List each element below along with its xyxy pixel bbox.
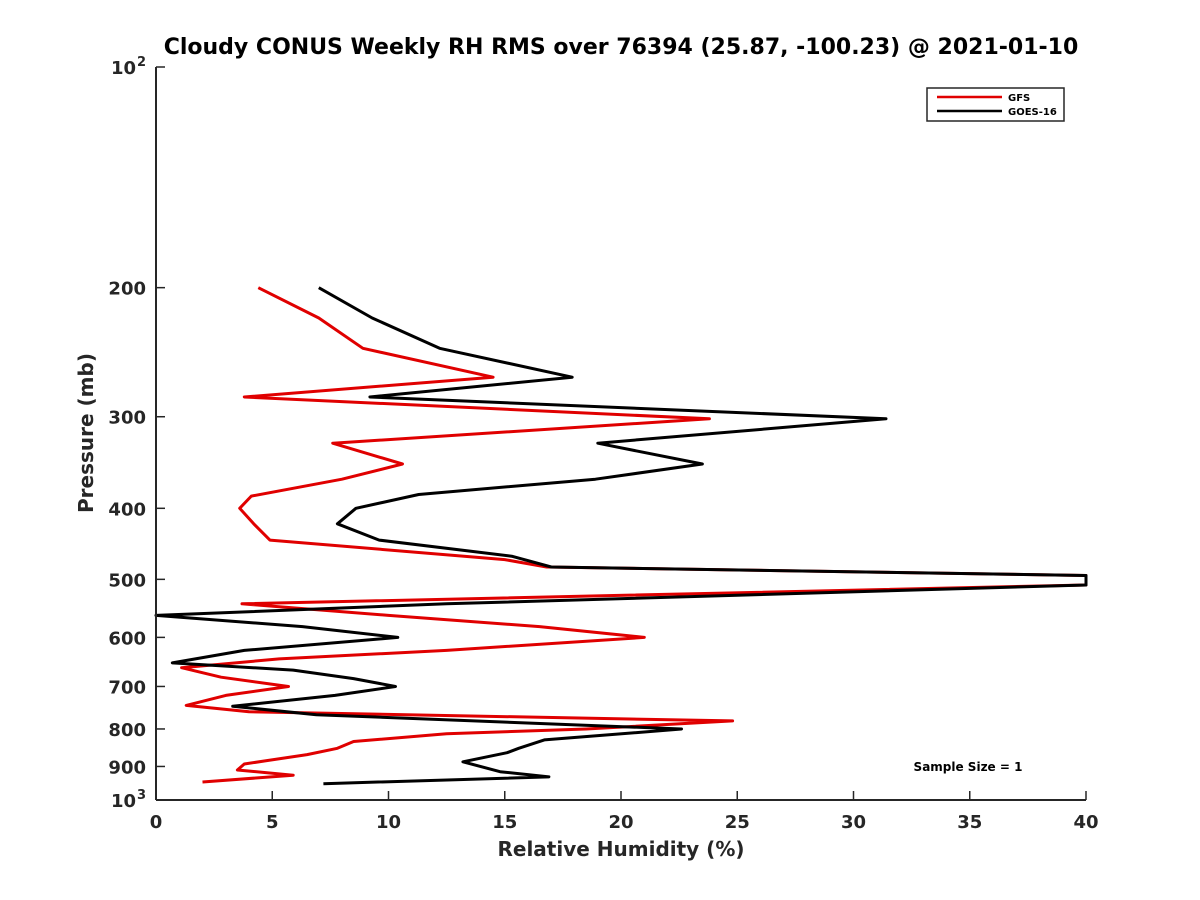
plot-area — [154, 286, 1088, 786]
y-tick-exponent: 2 — [137, 55, 146, 70]
x-tick-label: 5 — [266, 812, 279, 833]
y-tick-exponent: 3 — [137, 788, 146, 803]
legend-label-goes16: GOES-16 — [1008, 107, 1057, 118]
chart-title: Cloudy CONUS Weekly RH RMS over 76394 (2… — [164, 35, 1079, 60]
x-tick-label: 40 — [1073, 812, 1098, 833]
y-tick-label: 600 — [108, 628, 146, 649]
sample-size-annotation: Sample Size = 1 — [914, 760, 1023, 774]
x-tick-label: 15 — [492, 812, 517, 833]
x-tick-label: 25 — [725, 812, 750, 833]
y-tick-label: 800 — [108, 720, 146, 741]
legend-label-gfs: GFS — [1008, 93, 1030, 104]
x-axis-ticks: 0 5 10 15 20 25 30 35 40 — [150, 791, 1099, 833]
y-tick-label: 10 — [111, 58, 136, 79]
x-tick-label: 30 — [841, 812, 866, 833]
x-tick-label: 10 — [376, 812, 401, 833]
y-tick-label: 700 — [108, 677, 146, 698]
y-tick-label: 500 — [108, 570, 146, 591]
y-tick-label: 10 — [111, 791, 136, 812]
legend-box — [926, 87, 1065, 122]
x-axis-label: Relative Humidity (%) — [497, 837, 744, 861]
x-tick-label: 35 — [957, 812, 982, 833]
legend: GFS GOES-16 — [926, 87, 1065, 122]
series-line-gfs — [180, 286, 1088, 784]
y-tick-label: 900 — [108, 757, 146, 778]
series-line-goes16 — [154, 286, 1088, 786]
y-tick-label: 200 — [108, 279, 146, 300]
y-tick-label: 400 — [108, 499, 146, 520]
y-axis-label: Pressure (mb) — [74, 353, 98, 513]
x-tick-label: 0 — [150, 812, 163, 833]
x-tick-label: 20 — [608, 812, 633, 833]
y-tick-label: 300 — [108, 408, 146, 429]
